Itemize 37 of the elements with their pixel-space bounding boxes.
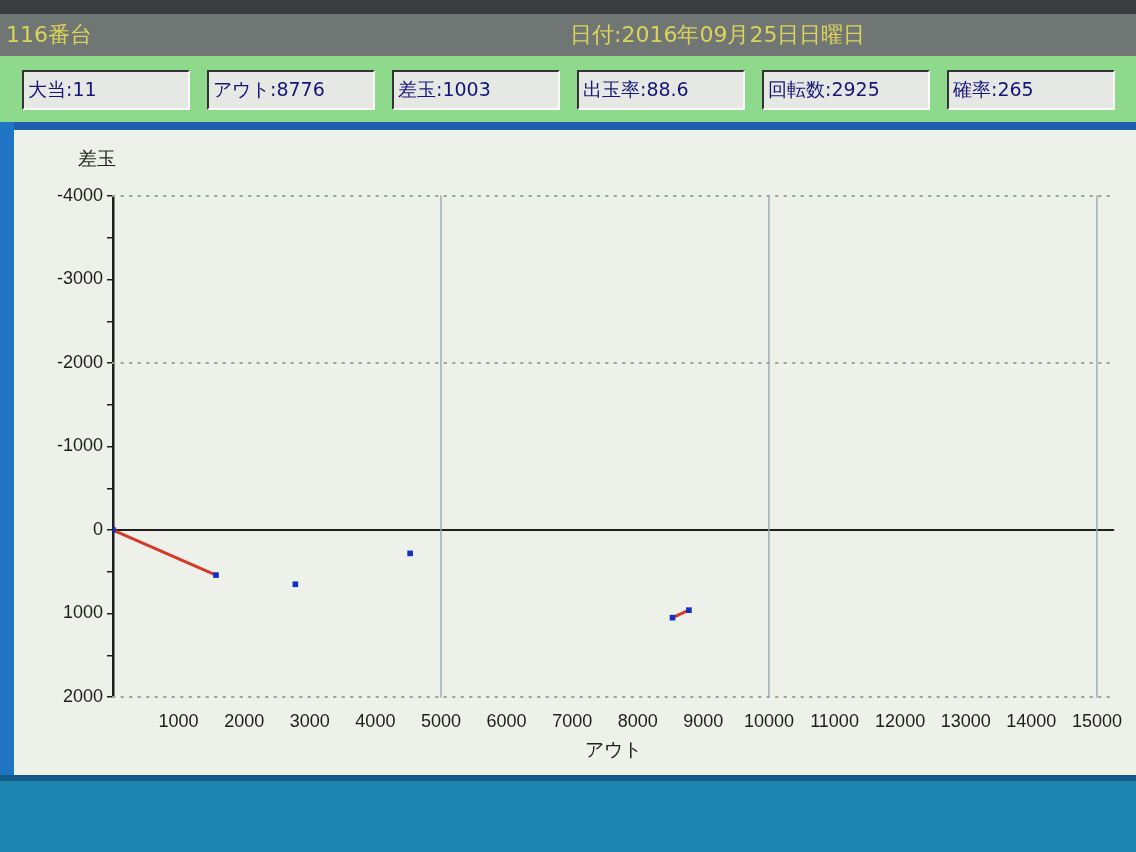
y-tick-label: -3000 (56, 268, 103, 289)
y-tick-label: 0 (92, 518, 103, 539)
x-tick-label: 3000 (289, 710, 330, 731)
x-tick-label: 12000 (875, 710, 926, 731)
chart-title: 116番台 (6, 22, 92, 48)
x-tick-label: 4000 (355, 710, 396, 731)
text: 大当:11 (22, 70, 190, 110)
y-tick-label: 1000 (62, 602, 103, 623)
point (686, 607, 692, 613)
x-tick-label: 6000 (486, 710, 527, 731)
x-tick-label: 5000 (420, 710, 461, 731)
point (292, 581, 299, 588)
text: 確率:265 (947, 70, 1115, 110)
x-tick-label: 1000 (158, 710, 199, 731)
text: 回転数:2925 (762, 70, 930, 110)
y-tick-label: 2000 (62, 685, 103, 706)
text: 出玉率:88.6 (577, 70, 745, 110)
point (407, 550, 413, 557)
x-tick-label: 9000 (683, 710, 724, 731)
text: アウト:8776 (207, 70, 375, 110)
x-tick-label: 10000 (743, 710, 794, 731)
chart-subtitle: 日付:2016年09月25日日曜日 (570, 22, 866, 48)
y-axis-title: 差玉 (78, 146, 116, 169)
point (213, 572, 219, 578)
x-tick-label: 2000 (224, 710, 265, 731)
x-tick-label: 15000 (1071, 710, 1122, 731)
x-tick-label: 14000 (1006, 710, 1057, 731)
point (669, 614, 676, 621)
x-tick-label: 7000 (552, 710, 593, 731)
x-tick-label: 11000 (810, 710, 859, 731)
text: 差玉:1003 (392, 70, 560, 110)
x-axis-title: アウト (584, 737, 642, 760)
y-tick-label: -1000 (56, 435, 103, 456)
x-tick-label: 13000 (940, 710, 991, 731)
x-tick-label: 8000 (617, 710, 658, 731)
y-tick-label: -4000 (56, 184, 103, 205)
y-tick-label: -2000 (56, 351, 103, 372)
